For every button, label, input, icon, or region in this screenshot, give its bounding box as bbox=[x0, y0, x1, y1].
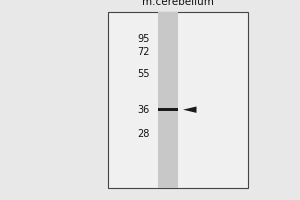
Text: 55: 55 bbox=[137, 69, 150, 79]
Text: 95: 95 bbox=[138, 34, 150, 44]
Text: 36: 36 bbox=[138, 105, 150, 115]
Text: 28: 28 bbox=[138, 129, 150, 139]
Text: m.cerebellum: m.cerebellum bbox=[142, 0, 214, 7]
Text: 72: 72 bbox=[137, 47, 150, 57]
